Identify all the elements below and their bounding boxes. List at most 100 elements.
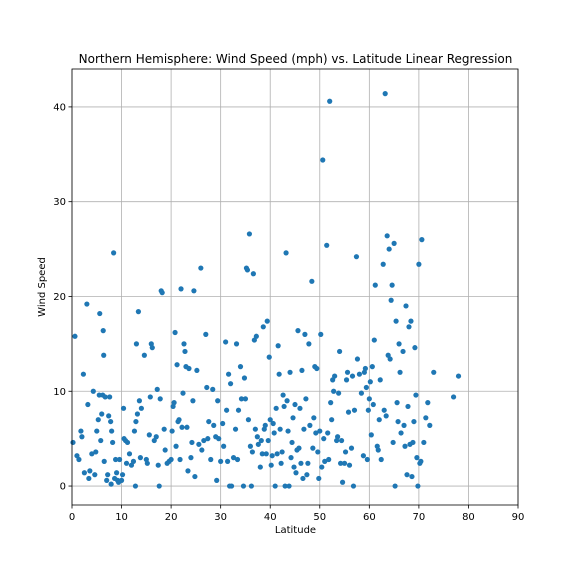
data-point: [214, 477, 220, 483]
data-point: [266, 354, 272, 360]
data-point: [390, 439, 396, 446]
data-points: [70, 91, 462, 489]
data-point: [111, 250, 117, 256]
data-point: [123, 460, 130, 466]
data-point: [282, 483, 288, 489]
data-point: [161, 426, 167, 432]
plot-frame: [71, 68, 519, 506]
data-point: [174, 362, 180, 368]
data-point: [275, 343, 281, 349]
y-tick-label: 0: [60, 482, 66, 493]
data-point: [348, 445, 355, 451]
data-point: [310, 445, 316, 451]
data-point: [284, 398, 290, 404]
data-point: [172, 329, 178, 336]
data-point: [113, 456, 119, 463]
data-point: [369, 364, 375, 370]
data-point: [365, 407, 371, 413]
data-point: [311, 415, 317, 421]
data-point: [397, 369, 403, 375]
data-point: [319, 464, 325, 470]
data-point: [233, 341, 240, 347]
y-tick-label: 40: [53, 102, 66, 113]
data-point: [79, 434, 85, 440]
data-point: [305, 460, 311, 466]
data-point: [85, 401, 91, 408]
data-point: [336, 390, 342, 396]
data-point: [415, 483, 421, 489]
data-point: [396, 341, 402, 347]
data-point: [132, 483, 139, 489]
data-point: [257, 464, 263, 470]
data-point: [173, 443, 179, 449]
data-point: [118, 477, 125, 483]
data-point: [205, 436, 211, 442]
data-point: [371, 337, 377, 343]
data-point: [271, 430, 277, 436]
data-point: [203, 331, 209, 337]
data-point: [276, 371, 282, 377]
data-point: [70, 439, 76, 446]
y-tick-label: 30: [53, 197, 66, 208]
data-point: [220, 420, 226, 427]
data-point: [248, 483, 254, 489]
data-point: [208, 456, 214, 463]
data-point: [418, 458, 424, 464]
data-point: [391, 240, 397, 246]
data-point: [406, 324, 412, 330]
data-point: [387, 356, 393, 362]
data-point: [337, 348, 343, 355]
data-point: [120, 405, 127, 411]
data-point: [259, 451, 265, 457]
data-point: [196, 441, 202, 447]
data-point: [133, 418, 139, 425]
data-point: [190, 398, 196, 404]
data-point: [225, 371, 232, 377]
data-point: [250, 271, 256, 277]
data-point: [110, 439, 116, 446]
data-point: [335, 434, 341, 440]
data-point: [349, 373, 356, 379]
data-point: [186, 365, 192, 372]
data-point: [137, 455, 143, 461]
data-point: [325, 430, 331, 436]
data-point: [199, 447, 205, 453]
axis-ticks: 0 10 20 30 40 50 60 70 80 90 0 10 20 30 40: [53, 102, 524, 523]
data-point: [296, 445, 302, 451]
data-point: [76, 456, 82, 463]
data-point: [360, 453, 366, 459]
y-axis-label: Wind Speed: [37, 257, 48, 317]
data-point: [303, 396, 309, 402]
data-point: [268, 462, 274, 468]
data-point: [262, 422, 268, 428]
data-point: [425, 400, 431, 406]
x-tick-label: 30: [214, 512, 227, 523]
data-point: [184, 424, 190, 430]
data-point: [234, 456, 241, 463]
data-point: [171, 400, 177, 406]
data-point: [93, 449, 99, 455]
data-point: [126, 451, 133, 457]
data-point: [306, 341, 312, 347]
data-point: [198, 265, 204, 271]
data-point: [383, 413, 389, 419]
data-point: [331, 388, 337, 394]
data-point: [342, 449, 349, 455]
data-point: [240, 483, 247, 489]
data-point: [380, 261, 386, 267]
data-point: [192, 473, 198, 480]
data-point: [176, 417, 182, 423]
data-point: [372, 282, 378, 288]
data-point: [181, 341, 187, 347]
data-point: [86, 475, 92, 482]
y-tick-label: 10: [53, 387, 66, 398]
data-point: [317, 428, 323, 434]
grid-lines: [71, 69, 519, 505]
data-point: [105, 472, 111, 478]
x-tick-label: 80: [462, 512, 475, 523]
data-point: [260, 324, 266, 330]
data-point: [394, 400, 400, 406]
data-point: [168, 456, 174, 463]
data-point: [114, 470, 120, 476]
